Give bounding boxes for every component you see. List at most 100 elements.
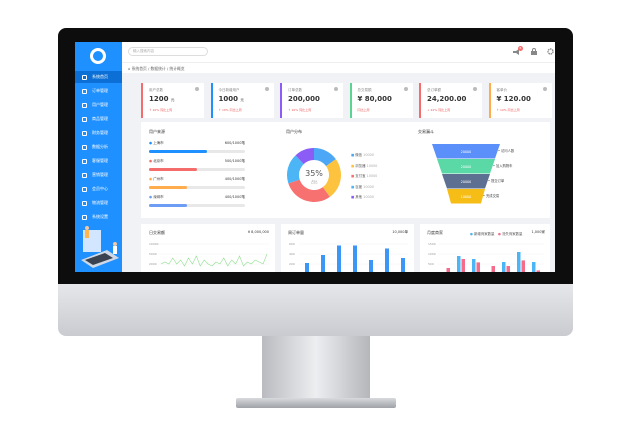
stat-value: 24,200.00 [427, 95, 467, 103]
help-icon[interactable] [334, 87, 338, 91]
lock-icon[interactable] [531, 48, 537, 55]
help-icon[interactable] [403, 87, 408, 91]
stat-card: 总订单额 24,200.00 ↓ 22% 同比上周 [419, 83, 482, 118]
monitor-icon [82, 214, 87, 220]
progress-bar [149, 204, 245, 207]
progress-bar [149, 150, 245, 153]
stat-value: ¥ 80,000 [357, 95, 392, 103]
y-tick-label: 5000 [149, 252, 157, 256]
stat-change: 同比上周 [357, 108, 370, 112]
monthly-bar [517, 252, 521, 272]
breadcrumb: ⌂ 系统首页 / 数据统计 / 统计概览 [122, 62, 555, 73]
breadcrumb-item[interactable]: 系统首页 [131, 66, 147, 71]
help-icon[interactable] [473, 87, 477, 91]
legend-lost: 流失商家数量 [502, 232, 523, 236]
truck-icon [82, 200, 87, 206]
funnel-stage [447, 189, 485, 204]
gift-icon [82, 172, 87, 178]
donut-slice [322, 159, 341, 197]
sidebar-item[interactable]: 客服管理 [75, 155, 122, 167]
source-value: 500/1000笔 [224, 159, 245, 163]
weekly-bar-chart: 600 400 200 [289, 242, 408, 272]
wallet-icon [82, 130, 87, 136]
stat-title: 订单总数 [288, 88, 302, 92]
home-icon: ⌂ [128, 66, 132, 71]
sidebar: 系统首页订单管理用户管理商品管理财务管理数据分析客服管理营销管理会员中心物流管理… [75, 42, 122, 272]
weekly-title: 周订单量 [288, 230, 304, 235]
sidebar-item-label: 会员中心 [92, 186, 108, 191]
stat-title: 客单价 [496, 88, 508, 92]
source-row: ● 广州市 400/1000笔 [149, 177, 245, 189]
funnel-label: • 提交订单 [488, 178, 505, 183]
monthly-panel: 月度商家 ● 新增商家数量 ● 流失商家数量 1,000家 1500 1000 50… [420, 224, 550, 272]
sidebar-item[interactable]: 数据分析 [75, 141, 122, 153]
progress-fill [149, 168, 197, 171]
help-icon[interactable] [195, 87, 199, 91]
weekly-panel: 周订单量 10,000单 600 400 200 [281, 224, 414, 272]
y-tick-label: 1000 [428, 252, 436, 256]
sidebar-item[interactable]: 用户管理 [75, 99, 122, 111]
sidebar-item[interactable]: 物流管理 [75, 197, 122, 209]
help-icon[interactable] [542, 87, 547, 91]
chart-icon [82, 144, 87, 150]
sidebar-item-label: 物流管理 [92, 200, 108, 205]
sidebar-item-label: 用户管理 [92, 102, 108, 107]
megaphone-icon[interactable] [513, 49, 521, 55]
source-label: 深圳市 [153, 195, 164, 199]
sidebar-item[interactable]: 会员中心 [75, 183, 122, 195]
sidebar-item[interactable]: 商品管理 [75, 113, 122, 125]
sidebar-item-label: 数据分析 [92, 144, 108, 149]
sidebar-item[interactable]: 营销管理 [75, 169, 122, 181]
home-icon [82, 74, 87, 80]
sidebar-item[interactable]: 订单管理 [75, 85, 122, 97]
monitor-chin [58, 284, 573, 336]
breadcrumb-item[interactable]: 数据统计 [150, 66, 166, 71]
notification-badge: 6 [518, 46, 523, 51]
breadcrumb-item: 统计概览 [169, 66, 185, 71]
stat-change: ↑ 10% 同比上周 [149, 108, 173, 112]
sidebar-item-label: 客服管理 [92, 158, 108, 163]
monthly-bar [491, 266, 495, 272]
legend-value: 10000 [363, 153, 374, 157]
funnel-title: 交易漏斗 [418, 129, 434, 134]
stat-card: 今日新增用户 1000 元 ↑ 10% 同比上周 [210, 83, 274, 118]
box-icon [82, 116, 87, 122]
sidebar-item[interactable]: 系统首页 [75, 71, 122, 83]
stat-change: ↑ 10% 同比上周 [218, 108, 242, 112]
headset-icon [82, 158, 87, 164]
weekly-bar [337, 245, 341, 272]
monitor-stand [262, 336, 370, 400]
monthly-total: 1,000家 [531, 230, 545, 234]
legend-label: 微信 [355, 153, 363, 157]
search-input[interactable]: 输入搜索内容 [128, 47, 208, 56]
user-icon [82, 102, 87, 108]
sidebar-item-label: 商品管理 [92, 116, 108, 121]
legend-label: 浏览器 [355, 163, 366, 168]
legend-value: 10000 [363, 195, 374, 199]
stat-value: 1000 [218, 95, 238, 103]
daily-line [160, 253, 268, 267]
stat-card: 客单价 ¥ 120.00 ↑ 10% 同比上周 [488, 83, 552, 118]
sidebar-item[interactable]: 系统设置 [75, 211, 122, 223]
donut-legend-item: ■ 浏览器 10000 [351, 163, 378, 168]
funnel-stage [442, 174, 490, 189]
monthly-bar [446, 268, 450, 272]
help-icon[interactable] [264, 87, 269, 91]
donut-center-value: 35% [305, 169, 323, 178]
funnel-label: • 访问人数 [498, 148, 515, 153]
stat-title: 今日新增用户 [218, 88, 240, 92]
sidebar-item-label: 订单管理 [92, 88, 108, 93]
funnel-value: 20000 [461, 180, 472, 184]
sidebar-item-label: 营销管理 [92, 172, 108, 177]
daily-title: 日交易额 [149, 230, 165, 235]
source-label: 广州市 [153, 177, 164, 181]
progress-bar [149, 186, 245, 189]
sidebar-item[interactable]: 财务管理 [75, 127, 122, 139]
donut-center-label: 占比 [311, 179, 319, 184]
stat-card: 订单总数 200,000 ↑ 10% 同比上周 [280, 83, 343, 118]
stat-title: 用户总数 [149, 88, 163, 92]
gear-icon[interactable] [547, 48, 554, 55]
weekly-total: 10,000单 [392, 230, 408, 234]
legend-label: 其他 [355, 195, 363, 199]
legend-value: 10000 [366, 163, 378, 168]
